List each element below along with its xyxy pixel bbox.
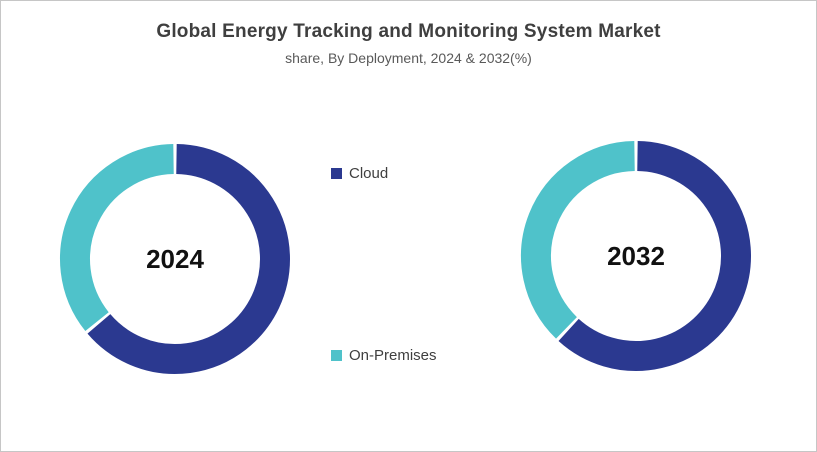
donut-segment-on-premises [60,144,175,331]
donut-segments [521,141,751,371]
donut-segment-cloud [558,141,751,371]
chart-title: Global Energy Tracking and Monitoring Sy… [156,21,661,42]
legend-item-cloud: Cloud [331,165,388,182]
donut-chart-2032: 2032 [521,141,751,371]
donut-chart-2024: 2024 [60,144,290,374]
legend-label-cloud: Cloud [349,165,389,182]
donut-center-year-label: 2024 [146,244,204,274]
donut-segments [60,144,290,374]
legend-swatch-cloud [331,168,342,179]
chart-subtitle: share, By Deployment, 2024 & 2032(%) [285,50,532,66]
legend-item-on-premises: On-Premises [331,347,437,364]
donut-segment-on-premises [521,141,636,339]
donut-center-year-label: 2032 [607,241,665,271]
legend-swatch-on-premises [331,350,342,361]
donut-segment-cloud [87,144,290,374]
legend-label-on-premises: On-Premises [349,347,437,364]
